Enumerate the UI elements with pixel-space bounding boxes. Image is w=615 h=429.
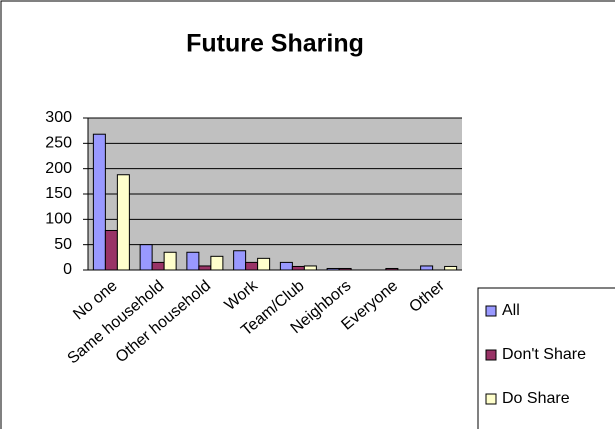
bar <box>104 229 118 271</box>
y-tick-label: 50 <box>54 236 72 253</box>
bar <box>210 255 224 271</box>
y-tick-label: 0 <box>63 261 72 278</box>
bar <box>92 133 106 271</box>
bar <box>116 174 130 271</box>
bar <box>444 265 458 271</box>
legend-label: All <box>502 302 520 319</box>
chart-title: Future Sharing <box>186 30 364 58</box>
bar <box>291 265 305 271</box>
bar <box>163 251 177 271</box>
legend-swatch <box>485 393 497 405</box>
y-tick-label: 150 <box>45 185 72 202</box>
bar <box>151 261 165 271</box>
y-tick-label: 250 <box>45 135 72 152</box>
legend-label: Do Share <box>502 390 570 407</box>
bar <box>279 261 293 271</box>
bar <box>139 244 153 271</box>
y-tick-label: 100 <box>45 211 72 228</box>
bar <box>420 265 434 271</box>
bar <box>257 257 271 271</box>
bar <box>245 261 259 271</box>
bar <box>186 251 200 271</box>
legend <box>477 287 615 429</box>
y-tick-label: 300 <box>45 109 72 126</box>
bar <box>303 265 317 271</box>
bar <box>233 250 247 271</box>
bar <box>198 265 212 271</box>
legend-label: Don't Share <box>502 346 586 363</box>
legend-swatch <box>485 349 497 361</box>
y-tick-label: 200 <box>45 160 72 177</box>
legend-swatch <box>485 305 497 317</box>
